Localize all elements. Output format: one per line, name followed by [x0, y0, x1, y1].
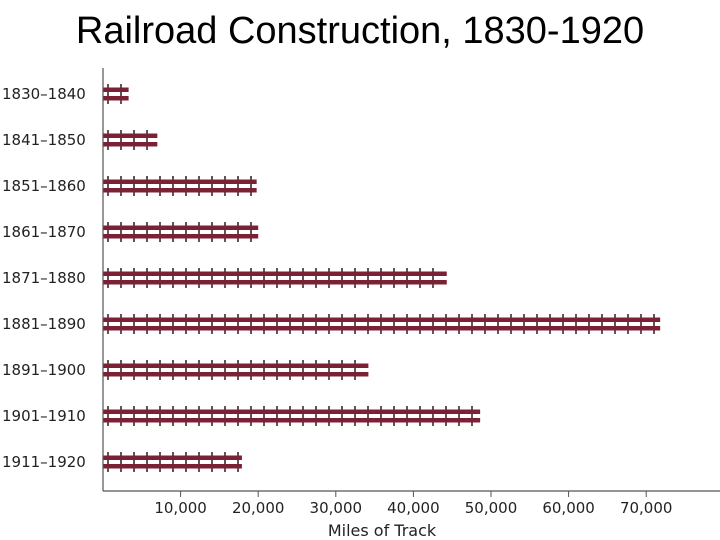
- y-tick-label: 1851–1860: [2, 177, 86, 195]
- bars-group: [103, 84, 661, 472]
- bar-rail-top: [103, 179, 257, 184]
- bar-1891–1900: [103, 360, 369, 380]
- bar-rail-bottom: [103, 418, 481, 423]
- x-tick-label: 20,000: [232, 499, 285, 517]
- x-axis-label: Miles of Track: [328, 521, 437, 540]
- y-tick-label: 1841–1850: [2, 131, 86, 149]
- bar-rail-bottom: [103, 464, 242, 469]
- y-tick-label: 1891–1900: [2, 361, 86, 379]
- bar-rail-bottom: [103, 96, 129, 101]
- bar-rail-bottom: [103, 372, 369, 377]
- bar-1851–1860: [103, 176, 257, 196]
- bar-1830–1840: [103, 84, 129, 104]
- x-tick-label: 40,000: [387, 499, 440, 517]
- x-tick-label: 30,000: [310, 499, 363, 517]
- y-tick-label: 1911–1920: [2, 453, 86, 471]
- bar-rail-top: [103, 317, 661, 322]
- bar-rail-top: [103, 87, 129, 92]
- bar-rail-bottom: [103, 326, 661, 331]
- x-tick-labels: 10,000 20,000 30,000 40,000 50,000 60,000 70,0…: [154, 499, 672, 517]
- bar-1881–1890: [103, 314, 661, 334]
- bar-rail-top: [103, 363, 369, 368]
- y-tick-label: 1871–1880: [2, 269, 86, 287]
- bar-1861–1870: [103, 222, 259, 242]
- bar-rail-top: [103, 455, 242, 460]
- bar-rail-bottom: [103, 188, 257, 193]
- bar-rail-bottom: [103, 280, 447, 285]
- bar-rail-bottom: [103, 142, 158, 147]
- y-tick-label: 1861–1870: [2, 223, 86, 241]
- y-tick-label: 1830–1840: [2, 85, 86, 103]
- bar-rail-top: [103, 225, 259, 230]
- bar-rail-top: [103, 133, 158, 138]
- x-tick-label: 60,000: [542, 499, 595, 517]
- x-tick-label: 70,000: [620, 499, 673, 517]
- y-tick-label: 1881–1890: [2, 315, 86, 333]
- x-tick-marks: [180, 491, 647, 497]
- y-tick-labels: 1830–1840 1841–1850 1851–1860 1861–1870 1871…: [2, 85, 86, 471]
- bar-rail-top: [103, 271, 447, 276]
- chart-title: Railroad Construction, 1830-1920: [75, 10, 645, 52]
- bar-1841–1850: [103, 130, 158, 150]
- bar-rail-top: [103, 409, 481, 414]
- x-tick-label: 10,000: [154, 499, 207, 517]
- x-tick-label: 50,000: [465, 499, 518, 517]
- bar-1911–1920: [103, 452, 242, 472]
- bar-1871–1880: [103, 268, 447, 288]
- bar-1901–1910: [103, 406, 481, 426]
- bar-rail-bottom: [103, 234, 259, 239]
- y-tick-label: 1901–1910: [2, 407, 86, 425]
